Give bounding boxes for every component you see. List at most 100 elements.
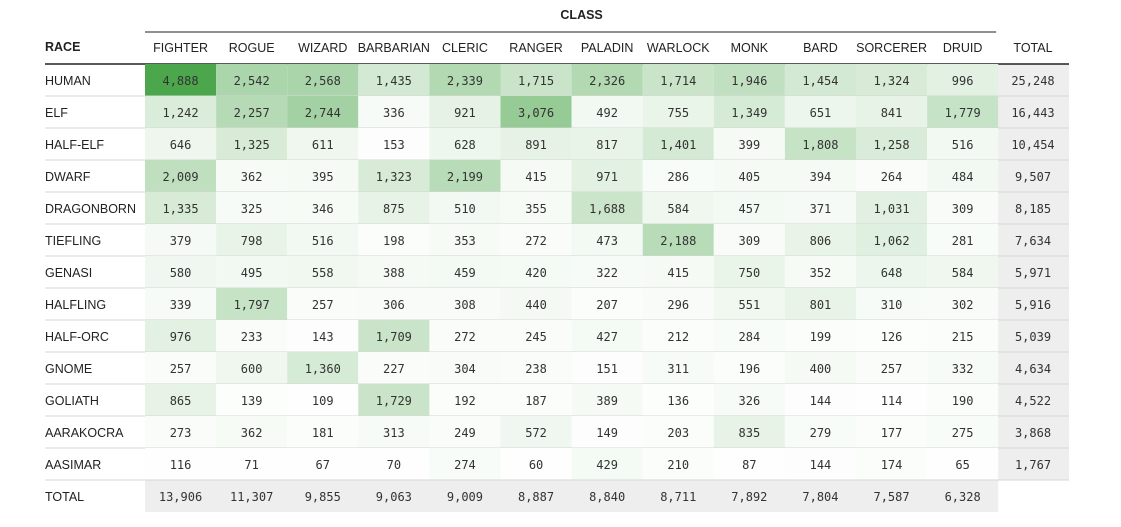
heatmap-cell: [145, 224, 217, 256]
heatmap-cell: [856, 352, 928, 384]
cell-value: 1,258: [873, 138, 909, 152]
heatmap-cell: [358, 64, 430, 96]
cell-value: 325: [241, 202, 263, 216]
heatmap-cell: [358, 256, 430, 288]
cell-value: 1,946: [731, 74, 767, 88]
total-column-header: TOTAL: [1013, 41, 1052, 55]
heatmap-cell: [571, 448, 643, 480]
cell-value: 336: [383, 106, 405, 120]
heatmap-cell: [713, 192, 785, 224]
heatmap-cell: [642, 384, 714, 416]
column-total-value: 7,804: [802, 490, 838, 504]
cell-value: 415: [525, 170, 547, 184]
heatmap-cell: [145, 448, 217, 480]
cell-value: 1,401: [660, 138, 696, 152]
cell-value: 284: [739, 330, 761, 344]
heatmap-cell: [713, 256, 785, 288]
row-total-value: 3,868: [1015, 426, 1051, 440]
heatmap-cell: [856, 416, 928, 448]
heatmap-cell: [358, 416, 430, 448]
cell-value: 210: [667, 458, 689, 472]
heatmap-cell: [642, 288, 714, 320]
column-total-value: 9,009: [447, 490, 483, 504]
cell-value: 420: [525, 266, 547, 280]
cell-value: 2,326: [589, 74, 625, 88]
cell-value: 473: [596, 234, 618, 248]
heatmap-cell: [358, 384, 430, 416]
heatmap-cell: [927, 96, 999, 128]
cell-value: 264: [881, 170, 903, 184]
heatmap-cell: [571, 128, 643, 160]
cell-value: 389: [596, 394, 618, 408]
heatmap-cell: [145, 64, 217, 96]
heatmap-cell: [216, 384, 288, 416]
cell-value: 257: [170, 362, 192, 376]
heatmap-cell: [571, 224, 643, 256]
heatmap-cell: [500, 224, 572, 256]
heatmap-cell: [216, 96, 288, 128]
heatmap-cell: [927, 320, 999, 352]
cell-value: 399: [739, 138, 761, 152]
heatmap-cell: [927, 128, 999, 160]
heatmap-cell: [927, 64, 999, 96]
heatmap-cell: [145, 192, 217, 224]
heatmap-cell: [287, 96, 359, 128]
heatmap-cell: [429, 96, 501, 128]
cell-value: 177: [881, 426, 903, 440]
cell-value: 405: [739, 170, 761, 184]
class-group-label: CLASS: [560, 8, 602, 22]
heatmap-cell: [784, 128, 856, 160]
row-total-value: 10,454: [1011, 138, 1054, 152]
cell-value: 309: [739, 234, 761, 248]
heatmap-cell: [358, 192, 430, 224]
cell-value: 584: [667, 202, 689, 216]
heatmap-cell: [571, 416, 643, 448]
heatmap-cell: [856, 448, 928, 480]
heatmap-cell: [571, 352, 643, 384]
heatmap-cell: [216, 288, 288, 320]
heatmap-cell: [856, 384, 928, 416]
cell-value: 996: [952, 74, 974, 88]
cell-value: 144: [810, 458, 832, 472]
cell-value: 1,454: [802, 74, 838, 88]
cell-value: 394: [810, 170, 832, 184]
cell-value: 801: [810, 298, 832, 312]
heatmap-cell: [713, 384, 785, 416]
heatmap-cell: [429, 160, 501, 192]
column-header: WIZARD: [298, 41, 347, 55]
heatmap-cell: [287, 416, 359, 448]
cell-value: 648: [881, 266, 903, 280]
cell-value: 273: [170, 426, 192, 440]
cell-value: 516: [312, 234, 334, 248]
cell-value: 362: [241, 426, 263, 440]
cell-value: 272: [525, 234, 547, 248]
row-label: HUMAN: [45, 74, 91, 88]
column-header: SORCERER: [856, 41, 927, 55]
row-label: AARAKOCRA: [45, 426, 124, 440]
row-total-value: 9,507: [1015, 170, 1051, 184]
cell-value: 313: [383, 426, 405, 440]
heatmap-cell: [287, 64, 359, 96]
heatmap-cell: [713, 416, 785, 448]
heatmap-cell: [287, 288, 359, 320]
row-total-value: 7,634: [1015, 234, 1051, 248]
heatmap-cell: [429, 416, 501, 448]
cell-value: 187: [525, 394, 547, 408]
cell-value: 60: [529, 458, 543, 472]
cell-value: 1,797: [234, 298, 270, 312]
heatmap-cell: [642, 320, 714, 352]
heatmap-cell: [642, 256, 714, 288]
cell-value: 275: [952, 426, 974, 440]
heatmap-cell: [642, 64, 714, 96]
heatmap-cell: [500, 192, 572, 224]
cell-value: 302: [952, 298, 974, 312]
column-total-value: 8,840: [589, 490, 625, 504]
column-total-value: 8,711: [660, 490, 696, 504]
heatmap-cell: [784, 224, 856, 256]
heatmap-cell: [784, 288, 856, 320]
heatmap-cell: [500, 160, 572, 192]
heatmap-cell: [784, 192, 856, 224]
heatmap-cell: [287, 352, 359, 384]
cell-value: 212: [667, 330, 689, 344]
heatmap-cell: [500, 384, 572, 416]
